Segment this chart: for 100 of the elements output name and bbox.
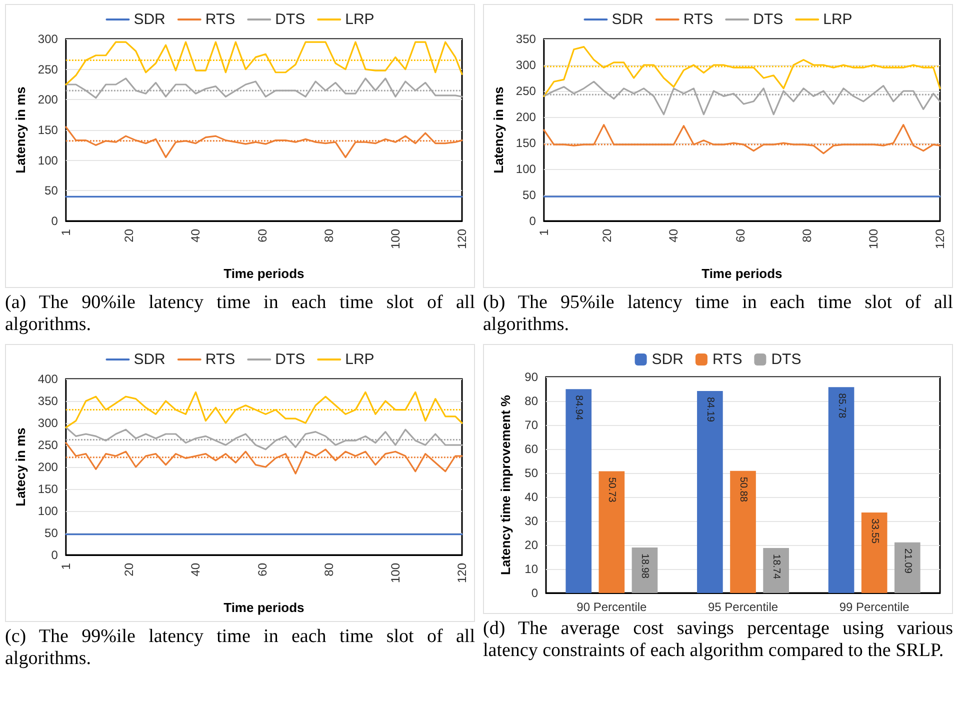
- y-tick-label: 100: [516, 162, 536, 176]
- y-tick-label: 50: [44, 184, 58, 198]
- data-label: 84.94: [573, 395, 584, 421]
- y-tick-label: 0: [529, 214, 536, 228]
- legend-label: SDR: [134, 11, 166, 28]
- x-tick-label: 100: [866, 228, 880, 250]
- line-series: [65, 391, 463, 428]
- data-label: 21.09: [902, 548, 913, 574]
- bar: [861, 512, 888, 593]
- y-tick-label: 250: [38, 62, 58, 76]
- x-tick-label: 120: [933, 228, 947, 250]
- data-label: 50.73: [606, 477, 618, 503]
- y-axis-title: Latency in ms: [491, 86, 506, 174]
- data-label: 18.74: [770, 554, 782, 580]
- y-tick-label: 50: [44, 526, 58, 540]
- x-tick-label: 40: [666, 228, 681, 242]
- x-tick-label: 20: [600, 228, 614, 242]
- x-tick-label: 1: [58, 562, 73, 570]
- bar: [730, 470, 756, 593]
- data-label: 50.88: [738, 476, 748, 502]
- y-tick-label: 50: [522, 188, 536, 202]
- y-tick-label: 60: [524, 442, 538, 456]
- y-tick-label: 150: [38, 123, 58, 137]
- legend-label: SDR: [134, 351, 166, 368]
- legend-label: SDR: [652, 351, 684, 368]
- bar: [828, 387, 854, 593]
- x-tick-label: 100: [388, 562, 402, 584]
- x-tick-label: 20: [122, 228, 136, 242]
- y-tick-label: 250: [38, 438, 58, 452]
- x-tick-label: 80: [800, 228, 814, 242]
- bar: [632, 547, 658, 593]
- legend-label: DTS: [771, 351, 802, 368]
- y-tick-label: 200: [38, 460, 58, 474]
- text: (b) The 95%ile latency time in each time slot of all algorithms.: [483, 292, 953, 336]
- y-tick-label: 200: [38, 92, 58, 107]
- legend-label: SDR: [612, 11, 644, 28]
- y-tick-label: 0: [51, 548, 58, 562]
- bar: [697, 390, 723, 593]
- text: (a) The 90%ile latency time in each time slot of all algorithms.: [5, 292, 475, 336]
- y-tick-label: 350: [516, 32, 536, 46]
- x-tick-label: 40: [188, 228, 203, 242]
- x-tick-label: 99 Percentile: [839, 600, 910, 614]
- y-tick-label: 10: [524, 562, 538, 576]
- legend-label: RTS: [205, 351, 236, 368]
- bar: [598, 471, 625, 593]
- data-label: 84.19: [704, 396, 716, 422]
- y-tick-label: 30: [524, 514, 538, 528]
- x-tick-label: 1: [58, 228, 73, 236]
- x-axis-title: Time periods: [702, 266, 782, 281]
- x-tick-label: 100: [388, 228, 402, 250]
- y-axis-title: Latency time improvement %: [498, 394, 513, 575]
- legend-label: LRP: [345, 11, 374, 28]
- y-tick-label: 100: [38, 153, 58, 168]
- y-tick-label: 80: [524, 394, 538, 408]
- data-label: 18.98: [639, 553, 650, 579]
- y-tick-label: 20: [524, 538, 538, 552]
- y-tick-label: 400: [38, 372, 58, 386]
- x-tick-label: 80: [322, 562, 336, 576]
- y-tick-label: 90: [524, 370, 538, 384]
- x-tick-label: 80: [322, 228, 336, 242]
- x-tick-label: 120: [455, 228, 469, 250]
- y-tick-label: 200: [516, 110, 536, 124]
- bar: [566, 389, 592, 593]
- bar: [894, 542, 920, 593]
- y-tick-label: 70: [524, 418, 538, 432]
- y-tick-label: 150: [38, 482, 58, 496]
- data-label: 33.55: [868, 518, 880, 544]
- text: (d) The average cost savings percentage using various latency constraints of each algorithm compared to the SRLP.: [483, 618, 953, 662]
- x-tick-label: 60: [255, 562, 270, 576]
- data-label: 85.78: [836, 393, 847, 419]
- y-tick-label: 40: [524, 490, 538, 504]
- legend-label: DTS: [275, 351, 306, 368]
- x-tick-label: 1: [536, 228, 551, 236]
- y-tick-label: 0: [531, 586, 538, 600]
- x-tick-label: 60: [255, 228, 270, 242]
- legend-label: LRP: [823, 11, 852, 28]
- bar: [763, 548, 789, 593]
- legend-label: RTS: [205, 11, 236, 28]
- y-tick-label: 250: [516, 84, 536, 98]
- legend-label: DTS: [275, 11, 306, 28]
- legend-label: RTS: [712, 351, 742, 368]
- x-tick-label: 20: [122, 562, 136, 576]
- y-tick-label: 300: [38, 416, 58, 430]
- y-tick-label: 0: [51, 214, 58, 228]
- x-axis-title: Time periods: [224, 600, 304, 615]
- legend-label: RTS: [683, 11, 714, 28]
- x-tick-label: 120: [455, 562, 469, 584]
- y-tick-label: 150: [516, 136, 536, 150]
- line-series: [65, 78, 463, 99]
- x-tick-label: 60: [733, 228, 748, 242]
- legend-label: DTS: [753, 11, 784, 28]
- y-tick-label: 50: [524, 466, 538, 480]
- y-tick-label: 100: [38, 504, 58, 518]
- x-tick-label: 90 Percentile: [576, 600, 648, 614]
- x-tick-label: 95 Percentile: [708, 600, 778, 614]
- x-axis-title: Time periods: [224, 266, 304, 281]
- line-series: [65, 426, 463, 450]
- text: (c) The 99%ile latency time in each time slot of all algorithms.: [5, 626, 475, 670]
- line-series: [65, 41, 463, 86]
- y-tick-label: 350: [38, 394, 58, 408]
